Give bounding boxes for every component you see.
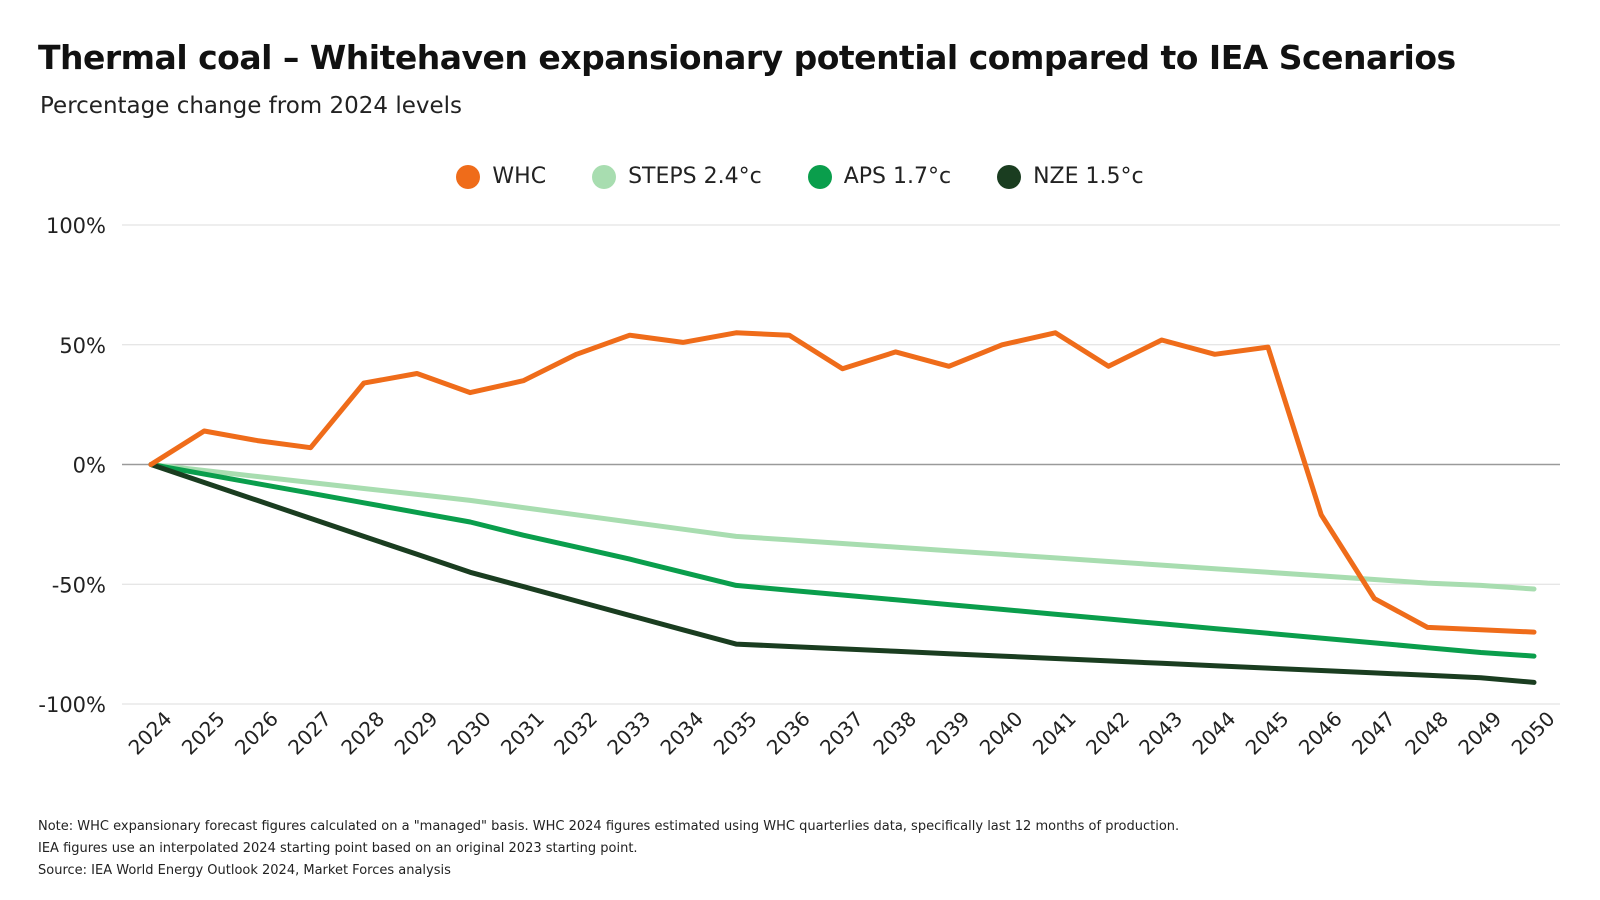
x-tick-label: 2039 [921, 707, 974, 760]
x-tick-label: 2046 [1294, 707, 1347, 760]
x-tick-label: 2035 [709, 707, 762, 760]
legend-label-nze: NZE 1.5°c [1033, 164, 1144, 189]
legend-label-steps: STEPS 2.4°c [628, 164, 762, 189]
y-tick-label: 100% [46, 214, 106, 238]
y-axis-tick-labels: 100% 50% 0% -50% -100% [38, 214, 106, 717]
note-line-1: Note: WHC expansionary forecast figures … [38, 819, 1180, 834]
x-tick-label: 2029 [390, 707, 443, 760]
legend-swatch-nze [997, 164, 1022, 189]
y-tick-label: -100% [38, 693, 106, 717]
legend-swatch-steps [592, 164, 617, 189]
x-tick-label: 2024 [124, 707, 177, 760]
chart-notes: Note: WHC expansionary forecast figures … [38, 816, 1179, 882]
legend-swatch-whc [456, 164, 481, 189]
x-tick-label: 2032 [549, 707, 602, 760]
x-tick-label: 2050 [1507, 707, 1560, 760]
legend-item-steps: STEPS 2.4°c [592, 164, 762, 189]
chart-subtitle: Percentage change from 2024 levels [40, 93, 463, 119]
x-tick-label: 2031 [496, 707, 549, 760]
x-tick-label: 2034 [655, 707, 708, 760]
legend-label-aps: APS 1.7°c [843, 164, 952, 189]
x-axis-tick-labels: 2024 2025 2026 2027 2028 2029 2030 2031 2032 2033… [124, 707, 1560, 760]
x-tick-label: 2041 [1028, 707, 1081, 760]
x-tick-label: 2038 [868, 707, 921, 760]
legend-label-whc: WHC [492, 164, 547, 189]
series-line-whc [148, 330, 1537, 635]
x-tick-label: 2025 [177, 707, 230, 760]
legend-item-nze: NZE 1.5°c [997, 164, 1144, 189]
x-tick-label: 2026 [230, 707, 283, 760]
y-tick-label: 0% [73, 454, 106, 478]
legend-item-whc: WHC [456, 164, 546, 189]
x-tick-label: 2048 [1400, 707, 1453, 760]
x-tick-label: 2047 [1347, 707, 1400, 760]
x-tick-label: 2030 [443, 707, 496, 760]
line-chart: 100%50%0%-50%-100% 2024 2025 2026 2027 2028 2… [38, 214, 1560, 760]
x-tick-label: 2033 [602, 707, 655, 760]
x-tick-label: 2049 [1453, 707, 1506, 760]
y-tick-label: -50% [52, 573, 106, 597]
x-tick-label: 2036 [762, 707, 815, 760]
note-line-2: IEA figures use an interpolated 2024 sta… [38, 841, 638, 856]
chart-title: Thermal coal – Whitehaven expansionary p… [38, 38, 1456, 77]
x-tick-label: 2037 [815, 707, 868, 760]
y-tick-label: 50% [59, 334, 106, 358]
source-line: Source: IEA World Energy Outlook 2024, M… [38, 863, 451, 878]
series-line-aps [148, 462, 1537, 659]
x-tick-label: 2028 [336, 707, 389, 760]
chart-legend: WHC STEPS 2.4°c APS 1.7°c NZE 1.5°c [0, 164, 1600, 189]
x-tick-label: 2045 [1241, 707, 1294, 760]
x-tick-label: 2042 [1081, 707, 1134, 760]
x-tick-label: 2044 [1187, 707, 1240, 760]
series-lines [148, 330, 1537, 685]
x-tick-label: 2027 [283, 707, 336, 760]
grid-lines [122, 224, 1560, 705]
series-line-nze [148, 462, 1537, 685]
legend-swatch-aps [807, 164, 832, 189]
x-tick-label: 2040 [975, 707, 1028, 760]
series-line-steps [148, 462, 1537, 592]
x-tick-label: 2043 [1134, 707, 1187, 760]
legend-item-aps: APS 1.7°c [807, 164, 952, 189]
